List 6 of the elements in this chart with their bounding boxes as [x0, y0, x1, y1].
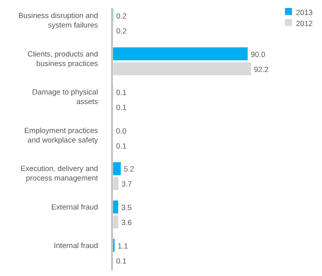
bar: [113, 62, 251, 76]
bar: [113, 47, 248, 60]
bar: [113, 216, 118, 228]
bar: [113, 162, 121, 176]
bar: [113, 177, 119, 190]
bar: [113, 200, 118, 214]
